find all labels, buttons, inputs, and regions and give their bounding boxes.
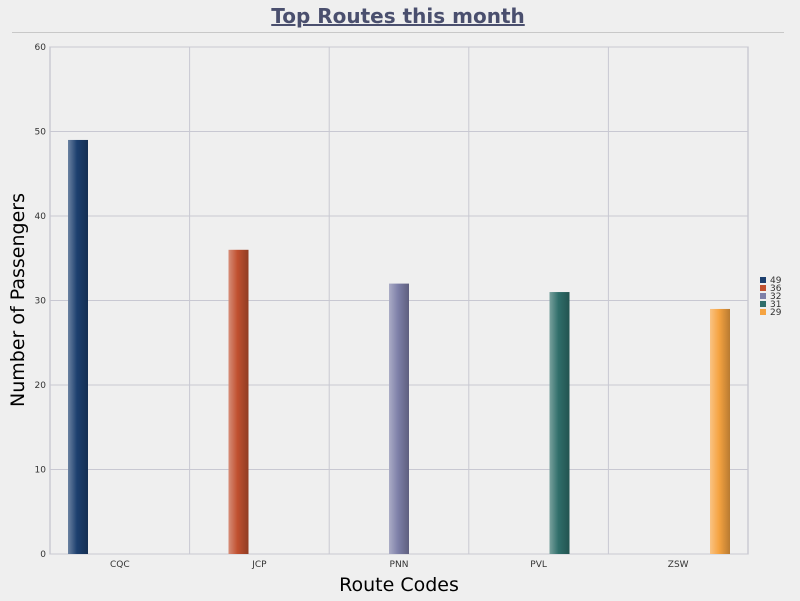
chart-title: Top Routes this month — [271, 4, 525, 28]
y-axis-title: Number of Passengers — [7, 193, 29, 407]
y-tick-label: 40 — [35, 212, 47, 222]
x-tick-label: JCP — [251, 560, 267, 570]
legend-label: 29 — [770, 308, 782, 318]
y-tick-label: 10 — [35, 466, 47, 476]
x-tick-label: ZSW — [668, 560, 689, 570]
legend-swatch — [760, 293, 766, 299]
bar-cqc — [68, 139, 88, 554]
x-tick-label: PNN — [390, 560, 409, 570]
title-divider — [12, 32, 784, 33]
legend-label: 32 — [770, 292, 781, 302]
legend-swatch — [760, 285, 766, 291]
legend-label: 49 — [770, 276, 782, 286]
bar-pnn — [389, 283, 409, 554]
y-tick-label: 60 — [35, 43, 47, 53]
legend-swatch — [760, 301, 766, 307]
bar-pvl — [549, 292, 570, 554]
y-tick-label: 20 — [35, 381, 47, 391]
legend-swatch — [760, 277, 766, 283]
legend-label: 36 — [770, 284, 782, 294]
legend-label: 31 — [770, 300, 781, 310]
y-tick-label: 0 — [40, 550, 46, 560]
y-tick-label: 50 — [35, 128, 47, 138]
x-tick-label: PVL — [530, 560, 547, 570]
x-axis-ticks: CQC JCP PNN PVL ZSW — [110, 560, 689, 570]
y-tick-label: 30 — [35, 297, 47, 307]
bar-jcp — [228, 249, 249, 555]
bars — [68, 139, 730, 555]
bar-zsw — [710, 308, 730, 554]
y-axis-ticks: 0 10 20 30 40 50 60 — [35, 43, 47, 560]
legend-swatch — [760, 309, 766, 315]
x-axis-title: Route Codes — [339, 574, 459, 596]
x-tick-label: CQC — [110, 560, 130, 570]
